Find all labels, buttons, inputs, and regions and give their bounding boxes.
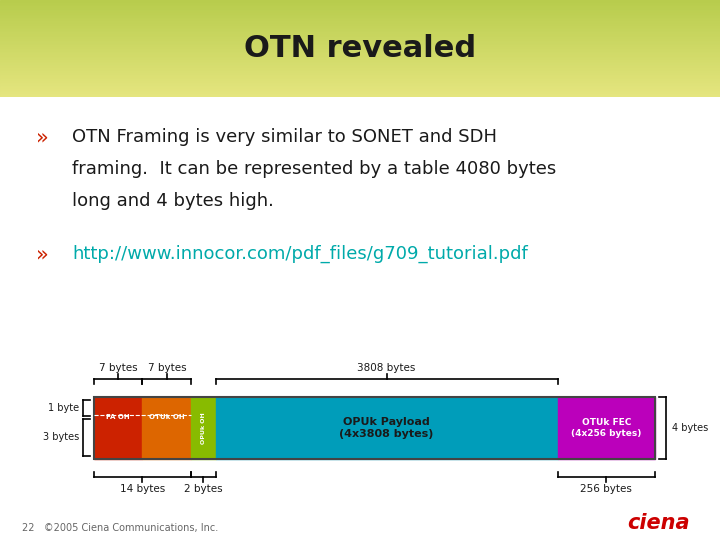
Bar bbox=[0, 15, 720, 16]
Bar bbox=[0, 37, 720, 39]
Bar bbox=[0, 26, 720, 28]
Bar bbox=[0, 76, 720, 78]
Bar bbox=[0, 19, 720, 21]
Bar bbox=[0, 87, 720, 89]
Text: FA OH: FA OH bbox=[107, 414, 130, 420]
Bar bbox=[0, 44, 720, 45]
Bar bbox=[0, 31, 720, 32]
Bar bbox=[0, 8, 720, 10]
Bar bbox=[0, 70, 720, 71]
Text: 7 bytes: 7 bytes bbox=[99, 363, 138, 373]
Bar bbox=[0, 0, 720, 2]
Bar bbox=[0, 62, 720, 63]
Bar bbox=[0, 68, 720, 70]
Bar bbox=[0, 71, 720, 73]
Bar bbox=[0, 5, 720, 6]
Bar bbox=[0, 89, 720, 91]
Text: OTN revealed: OTN revealed bbox=[244, 34, 476, 63]
Bar bbox=[0, 10, 720, 11]
Bar bbox=[0, 49, 720, 50]
Bar bbox=[94, 396, 143, 460]
Text: OTUk FEC
(4x256 bytes): OTUk FEC (4x256 bytes) bbox=[571, 418, 642, 437]
Text: »: » bbox=[36, 245, 49, 265]
Bar bbox=[0, 29, 720, 31]
Text: 3808 bytes: 3808 bytes bbox=[357, 363, 415, 373]
Bar bbox=[0, 18, 720, 19]
Text: OTUk OH: OTUk OH bbox=[149, 414, 184, 420]
Bar bbox=[0, 96, 720, 97]
Bar bbox=[0, 32, 720, 34]
Text: 7 bytes: 7 bytes bbox=[148, 363, 186, 373]
Bar bbox=[0, 81, 720, 83]
Bar bbox=[0, 86, 720, 87]
Bar bbox=[0, 34, 720, 36]
Bar bbox=[0, 42, 720, 44]
Bar bbox=[0, 50, 720, 52]
Bar bbox=[0, 3, 720, 5]
Text: 3 bytes: 3 bytes bbox=[43, 433, 79, 442]
Bar bbox=[143, 396, 192, 460]
Text: »: » bbox=[36, 127, 49, 147]
Bar bbox=[0, 65, 720, 66]
Bar bbox=[192, 396, 216, 460]
Bar bbox=[0, 39, 720, 40]
Text: OPUk OH: OPUk OH bbox=[201, 412, 206, 444]
Bar bbox=[0, 21, 720, 23]
Text: 2 bytes: 2 bytes bbox=[184, 484, 222, 494]
Bar bbox=[0, 24, 720, 26]
Bar bbox=[0, 63, 720, 65]
Bar bbox=[0, 66, 720, 68]
Text: long and 4 bytes high.: long and 4 bytes high. bbox=[72, 192, 274, 210]
Text: http://www.innocor.com/pdf_files/g709_tutorial.pdf: http://www.innocor.com/pdf_files/g709_tu… bbox=[72, 245, 528, 263]
Text: 22   ©2005 Ciena Communications, Inc.: 22 ©2005 Ciena Communications, Inc. bbox=[22, 523, 218, 534]
Text: 256 bytes: 256 bytes bbox=[580, 484, 632, 494]
Bar bbox=[0, 91, 720, 92]
Bar bbox=[0, 23, 720, 24]
Bar bbox=[0, 52, 720, 53]
Text: OPUk Payload
(4x3808 bytes): OPUk Payload (4x3808 bytes) bbox=[339, 417, 433, 438]
Bar bbox=[0, 60, 720, 62]
Bar bbox=[0, 92, 720, 94]
Bar bbox=[0, 55, 720, 57]
Bar bbox=[0, 45, 720, 47]
Bar bbox=[0, 94, 720, 96]
Text: 4 bytes: 4 bytes bbox=[672, 423, 708, 433]
Bar bbox=[94, 396, 655, 460]
Bar bbox=[0, 84, 720, 86]
Bar bbox=[0, 2, 720, 3]
Bar bbox=[557, 396, 655, 460]
Text: 14 bytes: 14 bytes bbox=[120, 484, 165, 494]
Bar bbox=[0, 16, 720, 18]
Bar bbox=[0, 79, 720, 81]
Text: 1 byte: 1 byte bbox=[48, 403, 79, 413]
Bar bbox=[0, 47, 720, 49]
Text: ciena: ciena bbox=[628, 514, 690, 534]
Text: OTN Framing is very similar to SONET and SDH: OTN Framing is very similar to SONET and… bbox=[72, 127, 497, 146]
Bar bbox=[0, 28, 720, 29]
Bar bbox=[0, 53, 720, 55]
Bar bbox=[0, 83, 720, 84]
Bar bbox=[0, 73, 720, 75]
Bar bbox=[0, 57, 720, 58]
Bar bbox=[0, 40, 720, 42]
Bar bbox=[0, 36, 720, 37]
Bar bbox=[0, 13, 720, 15]
Bar bbox=[0, 78, 720, 79]
Bar bbox=[0, 75, 720, 76]
Bar bbox=[0, 58, 720, 60]
Bar bbox=[216, 396, 557, 460]
Bar bbox=[0, 6, 720, 8]
Bar bbox=[0, 11, 720, 13]
Text: framing.  It can be represented by a table 4080 bytes: framing. It can be represented by a tabl… bbox=[72, 160, 557, 178]
